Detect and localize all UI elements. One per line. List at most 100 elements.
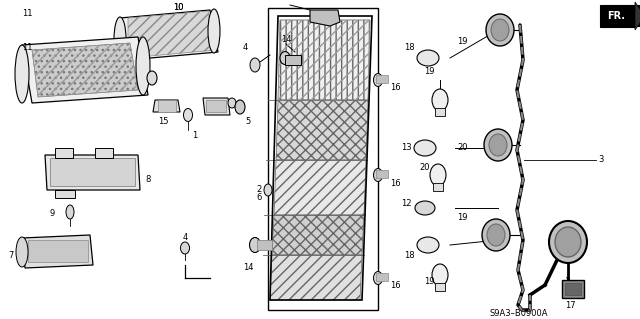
Polygon shape xyxy=(128,11,216,58)
Polygon shape xyxy=(272,215,364,255)
Bar xyxy=(376,75,388,83)
Text: 18: 18 xyxy=(404,43,415,53)
Text: 5: 5 xyxy=(245,117,250,127)
Ellipse shape xyxy=(147,71,157,85)
Bar xyxy=(55,148,73,158)
Ellipse shape xyxy=(432,89,448,111)
Ellipse shape xyxy=(235,100,245,114)
Ellipse shape xyxy=(180,242,189,254)
Bar xyxy=(28,240,88,262)
Polygon shape xyxy=(45,155,140,190)
Text: 16: 16 xyxy=(390,281,401,291)
Text: 16: 16 xyxy=(390,179,401,188)
Polygon shape xyxy=(270,255,362,300)
Text: 10: 10 xyxy=(173,4,183,12)
Ellipse shape xyxy=(228,98,236,108)
Bar xyxy=(435,108,445,116)
Text: 3: 3 xyxy=(598,155,604,165)
Bar xyxy=(50,158,135,186)
Ellipse shape xyxy=(208,9,220,53)
Bar xyxy=(435,283,445,291)
Bar xyxy=(55,190,75,198)
Text: 6: 6 xyxy=(257,194,262,203)
Text: 18: 18 xyxy=(404,250,415,259)
Ellipse shape xyxy=(484,129,512,161)
Ellipse shape xyxy=(482,219,510,251)
Text: FR.: FR. xyxy=(607,11,625,21)
Text: 20: 20 xyxy=(458,144,468,152)
Polygon shape xyxy=(120,10,218,60)
Ellipse shape xyxy=(114,17,126,61)
Text: 11: 11 xyxy=(22,43,33,53)
Text: 9: 9 xyxy=(50,210,55,219)
Polygon shape xyxy=(635,2,640,30)
Text: 19: 19 xyxy=(424,68,435,77)
Text: 13: 13 xyxy=(401,144,412,152)
Ellipse shape xyxy=(374,168,383,182)
Bar xyxy=(433,183,443,191)
Text: 15: 15 xyxy=(157,117,168,127)
Polygon shape xyxy=(633,5,640,27)
Bar xyxy=(206,100,226,112)
Text: 19: 19 xyxy=(424,278,435,286)
Text: 8: 8 xyxy=(145,175,150,184)
Ellipse shape xyxy=(487,224,505,246)
Text: S9A3–B0900A: S9A3–B0900A xyxy=(490,308,548,317)
Polygon shape xyxy=(203,98,230,115)
Bar xyxy=(257,240,272,250)
Text: 4: 4 xyxy=(182,234,188,242)
Bar xyxy=(376,170,388,178)
Text: 14: 14 xyxy=(243,263,253,272)
Ellipse shape xyxy=(136,37,150,95)
Polygon shape xyxy=(32,43,138,97)
Ellipse shape xyxy=(184,108,193,122)
Ellipse shape xyxy=(417,50,439,66)
Text: 12: 12 xyxy=(401,199,412,209)
Ellipse shape xyxy=(374,73,383,86)
Bar xyxy=(285,55,301,65)
Bar xyxy=(562,280,584,298)
Bar xyxy=(268,8,378,310)
Ellipse shape xyxy=(15,45,29,103)
Polygon shape xyxy=(22,235,93,268)
Text: 17: 17 xyxy=(564,300,575,309)
Text: 1: 1 xyxy=(192,131,197,140)
Text: 10: 10 xyxy=(173,4,183,12)
Ellipse shape xyxy=(491,19,509,41)
Ellipse shape xyxy=(486,14,514,46)
Ellipse shape xyxy=(66,205,74,219)
Ellipse shape xyxy=(16,237,28,267)
Text: 4: 4 xyxy=(243,43,248,53)
Ellipse shape xyxy=(374,271,383,285)
Polygon shape xyxy=(278,20,370,100)
Ellipse shape xyxy=(430,164,446,186)
Bar xyxy=(95,148,113,158)
Text: 20: 20 xyxy=(419,164,430,173)
Ellipse shape xyxy=(417,237,439,253)
Bar xyxy=(376,273,388,281)
Ellipse shape xyxy=(250,238,260,253)
Ellipse shape xyxy=(264,184,272,196)
Text: 19: 19 xyxy=(458,38,468,47)
Ellipse shape xyxy=(555,227,581,257)
Bar xyxy=(600,5,635,27)
Ellipse shape xyxy=(280,51,290,64)
Ellipse shape xyxy=(489,134,507,156)
Text: 7: 7 xyxy=(8,250,14,259)
Bar xyxy=(565,283,581,295)
Ellipse shape xyxy=(432,264,448,286)
Ellipse shape xyxy=(415,201,435,215)
Ellipse shape xyxy=(549,221,587,263)
Polygon shape xyxy=(22,37,148,103)
Text: 19: 19 xyxy=(458,213,468,222)
Polygon shape xyxy=(276,100,368,160)
Text: 2: 2 xyxy=(257,186,262,195)
Polygon shape xyxy=(274,160,366,215)
Polygon shape xyxy=(310,10,340,26)
Bar xyxy=(158,100,176,112)
Ellipse shape xyxy=(250,58,260,72)
Text: 11: 11 xyxy=(22,10,33,19)
Text: 14: 14 xyxy=(281,35,291,44)
Ellipse shape xyxy=(414,140,436,156)
Text: 16: 16 xyxy=(390,84,401,93)
